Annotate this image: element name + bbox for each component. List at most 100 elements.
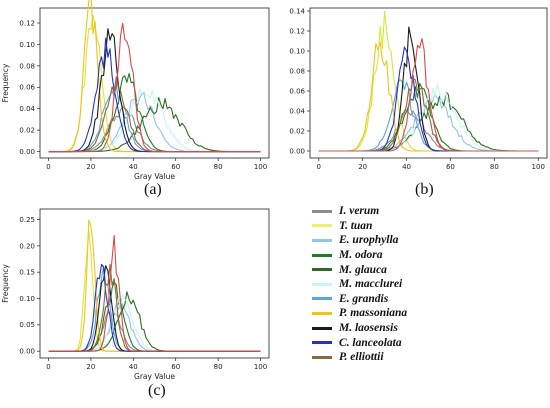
legend-swatch <box>312 224 332 228</box>
legend-item: P. massoniana <box>312 306 452 321</box>
x-tick-label: 40 <box>402 163 411 171</box>
series-line <box>48 22 261 153</box>
legend-label: M. glauca <box>339 263 387 276</box>
y-tick-label: 0.00 <box>19 148 35 156</box>
y-tick-label: 0.00 <box>19 348 35 356</box>
legend-item: E. grandis <box>312 292 452 307</box>
series-line <box>48 302 261 352</box>
series-line <box>48 28 261 153</box>
x-axis-label: Gray Value <box>134 172 175 181</box>
x-tick-label: 40 <box>129 363 138 371</box>
y-tick-label: 0.00 <box>289 147 305 155</box>
x-tick-label: 100 <box>254 163 267 171</box>
y-tick-label: 0.14 <box>289 7 305 15</box>
y-axis-label: Frequency <box>1 63 10 102</box>
x-tick-label: 20 <box>86 163 95 171</box>
y-tick-label: 0.05 <box>19 321 35 329</box>
x-tick-label: 100 <box>532 163 545 171</box>
y-tick-label: 0.12 <box>289 27 305 35</box>
y-tick-label: 0.10 <box>289 47 305 55</box>
plot-frame <box>39 7 270 159</box>
legend-swatch <box>312 297 332 301</box>
x-tick-label: 80 <box>214 163 223 171</box>
legend: I. verum T. tuan E. urophylla M. odora M… <box>312 204 452 365</box>
legend-swatch <box>312 209 332 213</box>
legend-label: E. grandis <box>339 292 389 305</box>
x-tick-label: 60 <box>171 163 180 171</box>
legend-swatch <box>312 238 332 242</box>
series-line <box>48 96 261 153</box>
series-line <box>48 14 261 153</box>
legend-item: C. lanceolata <box>312 335 452 350</box>
series-line <box>318 38 539 152</box>
x-tick-label: 0 <box>317 163 321 171</box>
x-tick-label: 60 <box>171 363 180 371</box>
y-tick-label: 0.10 <box>19 295 35 303</box>
panel-label-b: (b) <box>415 181 434 198</box>
legend-label: P. elliottii <box>339 351 384 364</box>
legend-item: E. urophylla <box>312 233 452 248</box>
legend-item: M. laosensis <box>312 321 452 336</box>
y-tick-label: 0.20 <box>19 242 35 250</box>
x-tick-label: 80 <box>214 363 223 371</box>
y-tick-label: 0.02 <box>19 127 35 135</box>
y-tick-label: 0.08 <box>19 62 35 70</box>
chart-panel-a: 0 20 40 60 80 100 0.00 0.02 0.04 0.06 0.08 0.10 0.12… <box>1 0 270 181</box>
y-tick-label: 0.02 <box>289 127 305 135</box>
legend-label: M. laosensis <box>339 322 398 335</box>
legend-swatch <box>312 326 332 330</box>
legend-item: T. tuan <box>312 219 452 234</box>
x-tick-label: 100 <box>254 363 267 371</box>
legend-swatch <box>312 355 332 359</box>
x-tick-label: 60 <box>446 163 455 171</box>
y-axis-label: Frequency <box>1 264 10 303</box>
legend-item: M. odora <box>312 248 452 263</box>
series-line <box>48 0 261 153</box>
y-tick-label: 0.06 <box>19 84 35 92</box>
legend-swatch <box>312 268 332 272</box>
series-line <box>48 37 261 153</box>
legend-item: P. elliottii <box>312 350 452 365</box>
x-tick-label: 40 <box>129 163 138 171</box>
y-tick-label: 0.12 <box>19 19 35 27</box>
series-line <box>48 230 261 352</box>
x-tick-label: 80 <box>490 163 499 171</box>
series-line <box>48 291 261 352</box>
chart-panel-c: 0 20 40 60 80 100 0.00 0.05 0.10 0.15 0.20 0.25 Gray… <box>1 208 270 381</box>
plot-frame <box>39 208 270 359</box>
legend-item: M. macclurei <box>312 277 452 292</box>
x-tick-label: 20 <box>358 163 367 171</box>
legend-label: M. odora <box>339 249 383 262</box>
legend-swatch <box>312 282 332 286</box>
legend-label: C. lanceolata <box>339 336 402 349</box>
panel-label-a: (a) <box>144 181 162 198</box>
x-tick-label: 0 <box>46 163 50 171</box>
x-tick-label: 0 <box>46 363 50 371</box>
y-tick-label: 0.04 <box>19 105 35 113</box>
legend-label: I. verum <box>339 205 380 218</box>
series-line <box>318 84 539 152</box>
legend-swatch <box>312 341 332 345</box>
legend-swatch <box>312 253 332 257</box>
plot-frame <box>309 7 548 159</box>
y-tick-label: 0.04 <box>289 107 305 115</box>
legend-label: M. macclurei <box>339 278 403 291</box>
y-tick-label: 0.25 <box>19 216 35 224</box>
y-tick-label: 0.06 <box>289 87 305 95</box>
y-tick-label: 0.15 <box>19 269 35 277</box>
series-line <box>48 234 261 352</box>
x-tick-label: 20 <box>86 363 95 371</box>
legend-label: E. urophylla <box>339 234 399 247</box>
legend-item: M. glauca <box>312 262 452 277</box>
series-line <box>318 46 539 152</box>
y-tick-label: 0.10 <box>19 41 35 49</box>
legend-swatch <box>312 311 332 315</box>
chart-panel-b: 0 20 40 60 80 100 0.00 0.02 0.04 0.06 0.08 0.10 0.12… <box>289 7 548 171</box>
y-tick-label: 0.08 <box>289 67 305 75</box>
legend-label: P. massoniana <box>339 307 408 320</box>
legend-item: I. verum <box>312 204 452 219</box>
series-line <box>48 293 261 352</box>
series-line <box>48 219 261 352</box>
legend-label: T. tuan <box>339 219 373 232</box>
series-line <box>318 10 539 152</box>
